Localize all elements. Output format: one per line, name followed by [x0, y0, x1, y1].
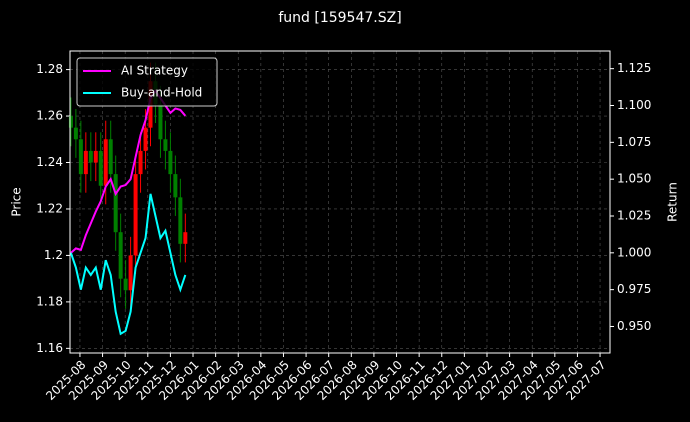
candle-body: [123, 278, 128, 291]
y-tick-label: 1.16: [36, 341, 63, 355]
candle-body: [118, 232, 123, 279]
candle-body: [68, 116, 73, 128]
legend-box: [76, 57, 218, 107]
y-tick-label: 1.24: [36, 155, 63, 169]
candle-body: [108, 139, 113, 175]
candle-body: [73, 127, 78, 140]
y2-tick-label: 0.950: [617, 319, 651, 333]
candle-body: [158, 104, 163, 140]
y-tick-label: 1.28: [36, 62, 63, 76]
series-line: [70, 88, 187, 254]
y-tick-label: 1.26: [36, 109, 63, 123]
candle-body: [98, 150, 103, 186]
candle-body: [173, 174, 178, 198]
y-tick-label: 1.2: [44, 248, 63, 262]
plot-frame: [69, 50, 611, 354]
legend-label: AI Strategy: [121, 64, 188, 78]
candle-body: [133, 174, 138, 256]
y-tick-label: 1.22: [36, 201, 63, 215]
candle-body: [178, 197, 183, 244]
legend-label: Buy-and-Hold: [121, 86, 202, 100]
candle-body: [88, 150, 93, 163]
series-line: [69, 193, 187, 336]
candle-body: [138, 150, 143, 175]
y2-tick-label: 1.100: [617, 98, 651, 112]
y-tick-label: 1.18: [36, 294, 63, 308]
candle-body: [93, 150, 98, 163]
candle-body: [113, 174, 118, 233]
candle-body: [103, 139, 108, 186]
y2-tick-label: 1.025: [617, 208, 651, 222]
candle-body: [183, 232, 188, 244]
candle-body: [83, 150, 88, 175]
candle-body: [143, 127, 148, 151]
y2-axis-label: Return: [666, 182, 680, 222]
y-axis-label: Price: [10, 187, 24, 216]
candle-body: [78, 139, 83, 175]
chart-title: fund [159547.SZ]: [278, 10, 401, 26]
y2-tick-label: 1.075: [617, 135, 651, 149]
candle-body: [128, 255, 133, 291]
candle-body: [168, 150, 173, 175]
y2-tick-label: 1.000: [617, 245, 651, 259]
y2-tick-label: 0.975: [617, 282, 651, 296]
candle-body: [163, 139, 168, 151]
y2-tick-label: 1.125: [617, 61, 651, 75]
y2-tick-label: 1.050: [617, 172, 651, 186]
